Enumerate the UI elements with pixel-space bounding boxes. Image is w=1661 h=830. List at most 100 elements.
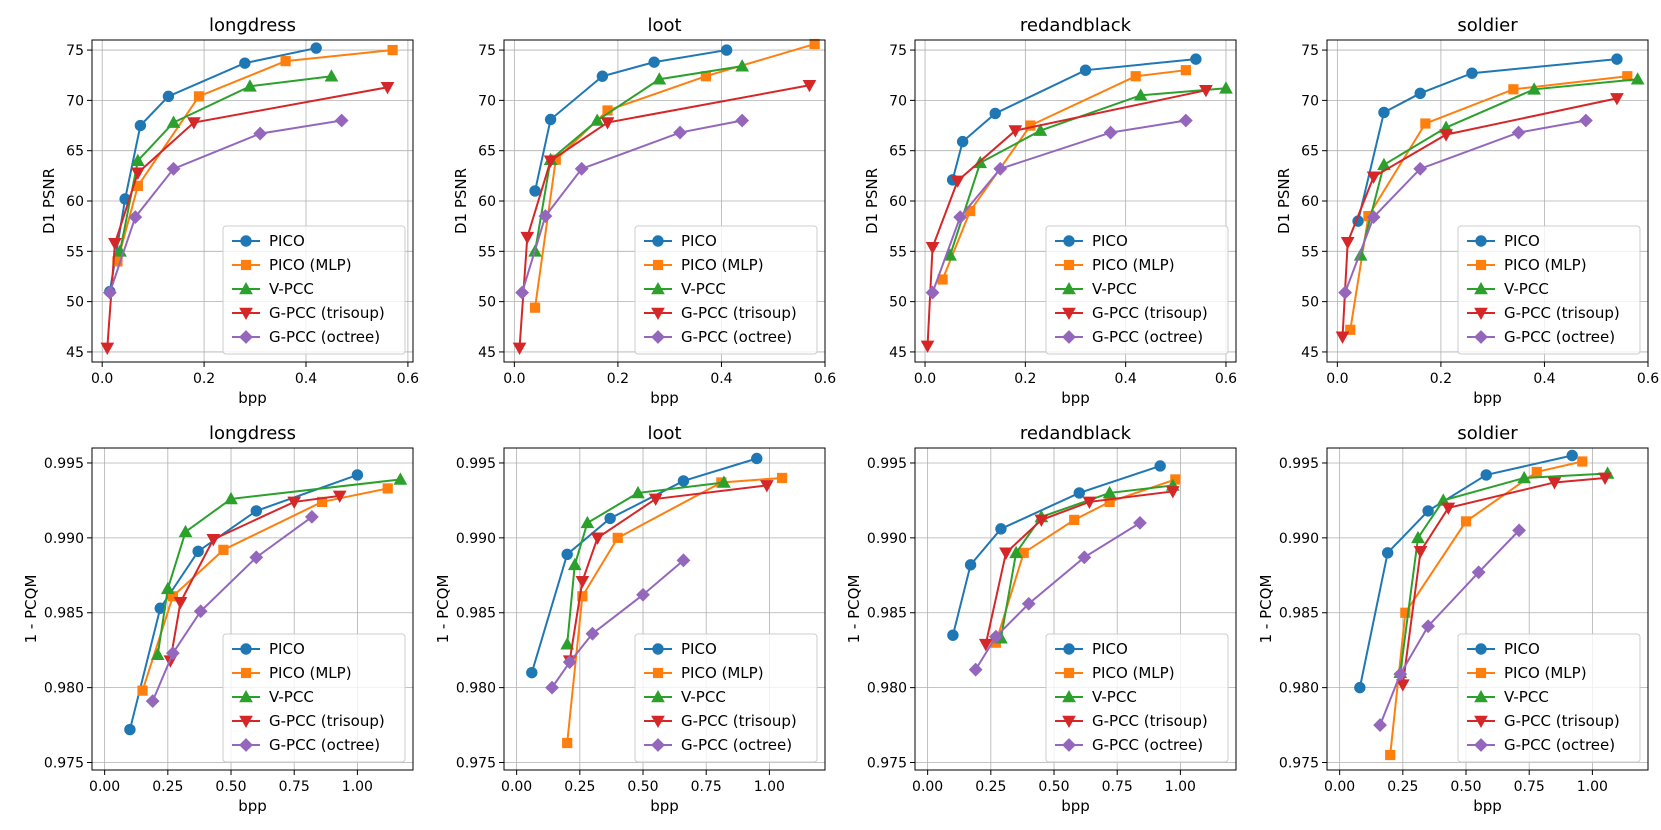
- data-point: [1598, 472, 1612, 485]
- chart-panel: 0.00 0.25 0.50 0.75 1.00 0.975 0.980 0.985 0.990…: [845, 423, 1237, 815]
- chart-title: loot: [647, 423, 681, 444]
- legend: PICO PICO (MLP) V-PCC G-PCC (trisoup) G-PCC …: [222, 633, 406, 763]
- data-point: [239, 57, 251, 69]
- legend-item: V-PCC: [1055, 280, 1137, 298]
- data-point: [1577, 456, 1588, 467]
- data-point: [218, 544, 229, 555]
- legend-item: G-PCC (trisoup): [232, 304, 385, 322]
- data-point: [1069, 514, 1080, 525]
- data-point: [1377, 157, 1391, 171]
- series: [529, 44, 733, 197]
- data-point: [193, 91, 205, 102]
- data-point: [162, 90, 175, 103]
- chart-title: longdress: [209, 15, 296, 36]
- legend-label: V-PCC: [269, 688, 314, 706]
- legend-marker: [651, 738, 665, 752]
- data-point: [720, 44, 733, 56]
- data-point: [676, 553, 691, 568]
- x-tick-label: 0.4: [1533, 371, 1555, 387]
- y-tick-label: 60: [478, 194, 496, 210]
- data-point: [1512, 523, 1527, 538]
- legend-marker: [1474, 281, 1488, 295]
- data-point: [648, 56, 660, 68]
- legend-marker: [652, 643, 664, 655]
- y-tick-label: 50: [66, 295, 84, 311]
- series: [947, 460, 1166, 641]
- legend-marker: [1474, 738, 1488, 752]
- legend-label: G-PCC (octree): [269, 736, 380, 754]
- legend-label: G-PCC (trisoup): [269, 304, 385, 322]
- legend-label: PICO (MLP): [1092, 664, 1175, 682]
- data-point: [590, 532, 605, 545]
- x-tick-label: 0.0: [1326, 371, 1348, 387]
- x-tick-label: 0.50: [627, 779, 658, 795]
- legend-label: PICO (MLP): [1092, 256, 1175, 274]
- legend-item: G-PCC (octree): [1055, 736, 1203, 754]
- data-point: [249, 550, 264, 565]
- data-point: [1378, 106, 1390, 119]
- y-axis-label: 1 - PCQM: [1257, 575, 1275, 644]
- data-point: [137, 685, 148, 696]
- data-point: [978, 638, 993, 652]
- legend-label: G-PCC (trisoup): [269, 712, 385, 730]
- x-tick-label: 0.50: [1038, 779, 1069, 795]
- data-point: [224, 491, 238, 505]
- data-point: [1165, 486, 1180, 499]
- data-point: [604, 512, 616, 525]
- legend-box: [1457, 225, 1641, 355]
- legend-item: PICO: [644, 232, 717, 250]
- legend-item: V-PCC: [232, 280, 314, 298]
- x-tick-label: 0.25: [152, 779, 183, 795]
- data-point: [544, 113, 557, 126]
- y-axis-label: D1 PSNR: [863, 168, 881, 234]
- data-point: [1578, 113, 1593, 128]
- data-point: [956, 135, 969, 148]
- series: [515, 113, 750, 300]
- y-tick-label: 70: [1301, 93, 1319, 109]
- x-tick-label: 1.00: [342, 779, 373, 795]
- y-tick-label: 75: [1301, 43, 1319, 59]
- y-tick-label: 0.980: [867, 681, 907, 697]
- data-point: [673, 125, 687, 140]
- y-axis-label: D1 PSNR: [452, 168, 470, 234]
- data-point: [1133, 88, 1148, 101]
- series: [100, 81, 395, 355]
- x-tick-label: 0.75: [1102, 779, 1133, 795]
- data-point: [677, 475, 690, 487]
- data-point: [567, 557, 582, 571]
- data-point: [310, 42, 322, 54]
- chart-panel: 0.0 0.2 0.4 0.6 45 50 55 60 65 70 75 loot bpp D1 PSNR…: [452, 15, 836, 407]
- data-point: [100, 342, 115, 355]
- legend-item: G-PCC (trisoup): [644, 712, 797, 730]
- data-point: [382, 483, 393, 494]
- legend: PICO PICO (MLP) V-PCC G-PCC (trisoup) G-PCC …: [1457, 225, 1641, 355]
- legend-label: PICO: [681, 640, 717, 658]
- data-point: [160, 581, 175, 595]
- data-point: [280, 56, 291, 67]
- y-tick-label: 0.990: [44, 531, 84, 547]
- data-point: [1439, 129, 1453, 142]
- x-axis-label: bpp: [650, 389, 679, 407]
- legend-item: PICO (MLP): [1055, 664, 1175, 682]
- series: [1385, 456, 1588, 761]
- legend-marker: [1474, 330, 1488, 344]
- data-point: [187, 117, 201, 130]
- legend-marker: [1475, 259, 1487, 271]
- legend-label: V-PCC: [1504, 688, 1549, 706]
- series: [163, 490, 347, 668]
- series-line: [999, 484, 1173, 639]
- data-point: [108, 237, 122, 251]
- legend-label: PICO (MLP): [1504, 256, 1587, 274]
- x-tick-label: 0.6: [1637, 371, 1659, 387]
- chart-panel: 0.00 0.25 0.50 0.75 1.00 0.975 0.980 0.985 0.990…: [1257, 423, 1649, 815]
- data-point: [1413, 161, 1428, 176]
- legend-label: V-PCC: [681, 280, 726, 298]
- x-tick-label: 0.0: [91, 371, 113, 387]
- legend-item: PICO (MLP): [1055, 256, 1175, 274]
- x-axis-label: bpp: [1473, 389, 1502, 407]
- data-point: [145, 694, 160, 709]
- legend-marker: [1062, 689, 1076, 703]
- data-point: [993, 161, 1008, 176]
- data-point: [802, 79, 817, 93]
- y-tick-label: 45: [66, 345, 84, 361]
